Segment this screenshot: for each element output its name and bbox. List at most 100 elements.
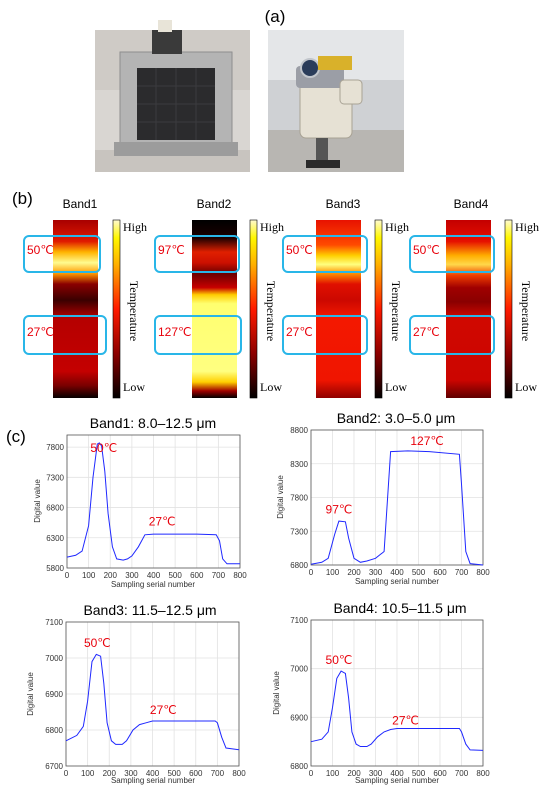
chart-title: Band2: 3.0–5.0 μm (337, 410, 456, 426)
plot-frame (66, 434, 241, 569)
roi-box-hot (154, 235, 240, 273)
x-tick-label: 300 (125, 571, 139, 580)
x-tick-label: 800 (233, 571, 247, 580)
x-tick-label: 0 (65, 571, 70, 580)
temperature-annotation: 97℃ (326, 503, 353, 517)
x-tick-label: 0 (64, 769, 69, 778)
roi-label: 27℃ (413, 325, 440, 339)
series-line (310, 450, 484, 566)
x-axis-label: Sampling serial number (111, 776, 195, 785)
band-strip-3: Band3 50℃ 27℃ High Low Temperature (282, 197, 409, 399)
temperature-annotation: 50℃ (326, 653, 353, 667)
y-tick-label: 6800 (45, 726, 63, 735)
x-tick-label: 800 (476, 568, 490, 577)
x-tick-label: 600 (189, 769, 203, 778)
panel-label-b: (b) (12, 189, 33, 208)
y-tick-label: 6800 (46, 504, 64, 513)
x-tick-label: 300 (124, 769, 138, 778)
x-axis-label: Sampling serial number (111, 580, 195, 589)
y-tick-label: 8300 (290, 460, 308, 469)
y-tick-label: 6800 (290, 561, 308, 570)
x-tick-label: 700 (455, 568, 469, 577)
x-tick-label: 400 (146, 769, 160, 778)
roi-label: 50℃ (413, 243, 440, 257)
x-tick-label: 500 (168, 571, 182, 580)
series-line (310, 670, 484, 751)
y-axis-label: Digital value (276, 475, 285, 519)
colorbar-label: Temperature (127, 281, 141, 341)
y-tick-label: 7100 (45, 618, 63, 627)
x-tick-label: 0 (309, 769, 314, 778)
temperature-annotation: 27℃ (149, 515, 176, 529)
panel-label-a: (a) (265, 7, 286, 26)
roi-box-cool (154, 315, 242, 355)
temperature-annotation: 27℃ (392, 714, 419, 728)
colorbar-low: Low (123, 380, 145, 394)
chart-band4: Band4: 10.5–11.5 μm 0 100 200 300 400 500 600 7… (272, 600, 490, 785)
roi-box-hot (23, 235, 101, 273)
x-tick-label: 700 (455, 769, 469, 778)
roi-box-cool (282, 315, 368, 355)
temperature-annotation: 27℃ (150, 703, 177, 717)
roi-label: 50℃ (27, 243, 54, 257)
panel-label-c: (c) (6, 427, 26, 446)
x-tick-label: 200 (104, 571, 118, 580)
x-tick-label: 800 (232, 769, 246, 778)
roi-box-cool (23, 315, 107, 355)
band-strip-title: Band4 (454, 197, 489, 211)
plot-frame (310, 619, 484, 767)
colorbar-high: High (515, 220, 539, 234)
chart-band3: Band3: 11.5–12.5 μm 0 100 200 300 400 500 600 7… (26, 602, 246, 785)
colorbar-label: Temperature (264, 281, 278, 341)
colorbar (504, 219, 513, 399)
colorbar-low: Low (385, 380, 407, 394)
roi-label: 97℃ (158, 243, 185, 257)
x-tick-label: 300 (369, 769, 383, 778)
band-strip-1: Band1 50℃ 27℃ High Low Temperature (23, 197, 147, 399)
y-tick-label: 7800 (290, 494, 308, 503)
thermal-strip (316, 220, 361, 398)
y-tick-label: 7300 (46, 473, 64, 482)
band-strip-title: Band1 (63, 197, 98, 211)
band-strip-title: Band2 (197, 197, 232, 211)
x-tick-label: 200 (103, 769, 117, 778)
x-tick-label: 600 (433, 568, 447, 577)
thermal-strip (53, 220, 98, 398)
x-axis-label: Sampling serial number (355, 776, 439, 785)
temperature-annotation: 50℃ (90, 441, 117, 455)
y-tick-label: 6800 (290, 762, 308, 771)
y-tick-label: 6300 (46, 534, 64, 543)
roi-box-cool (409, 315, 495, 355)
x-tick-label: 400 (390, 568, 404, 577)
x-tick-label: 300 (369, 568, 383, 577)
colorbar (249, 219, 258, 399)
colorbar-high: High (260, 220, 284, 234)
x-tick-label: 100 (82, 571, 96, 580)
series-line (66, 442, 240, 565)
y-tick-label: 7300 (290, 527, 308, 536)
roi-label: 27℃ (27, 325, 54, 339)
roi-label: 50℃ (286, 243, 313, 257)
plot-frame (310, 429, 484, 566)
x-tick-label: 100 (81, 769, 95, 778)
x-tick-label: 100 (326, 568, 340, 577)
thermal-strip (446, 220, 491, 398)
y-tick-label: 7000 (290, 665, 308, 674)
colorbar-low: Low (260, 380, 282, 394)
roi-label: 127℃ (158, 325, 192, 339)
chart-title: Band1: 8.0–12.5 μm (90, 415, 216, 431)
x-tick-label: 500 (412, 769, 426, 778)
chart-title: Band4: 10.5–11.5 μm (333, 600, 466, 616)
x-tick-label: 700 (212, 571, 226, 580)
y-tick-label: 6900 (290, 713, 308, 722)
x-axis-label: Sampling serial number (355, 577, 439, 586)
y-tick-label: 7000 (45, 654, 63, 663)
band-strip-2: Band2 97℃ 127℃ High Low Temperature (154, 197, 284, 399)
temperature-annotation: 127℃ (410, 434, 444, 448)
temperature-annotation: 50℃ (84, 636, 111, 650)
x-tick-label: 500 (167, 769, 181, 778)
y-tick-label: 7800 (46, 443, 64, 452)
photo-camera-on-pan-tilt-mount (268, 30, 404, 172)
colorbar-low: Low (515, 380, 537, 394)
